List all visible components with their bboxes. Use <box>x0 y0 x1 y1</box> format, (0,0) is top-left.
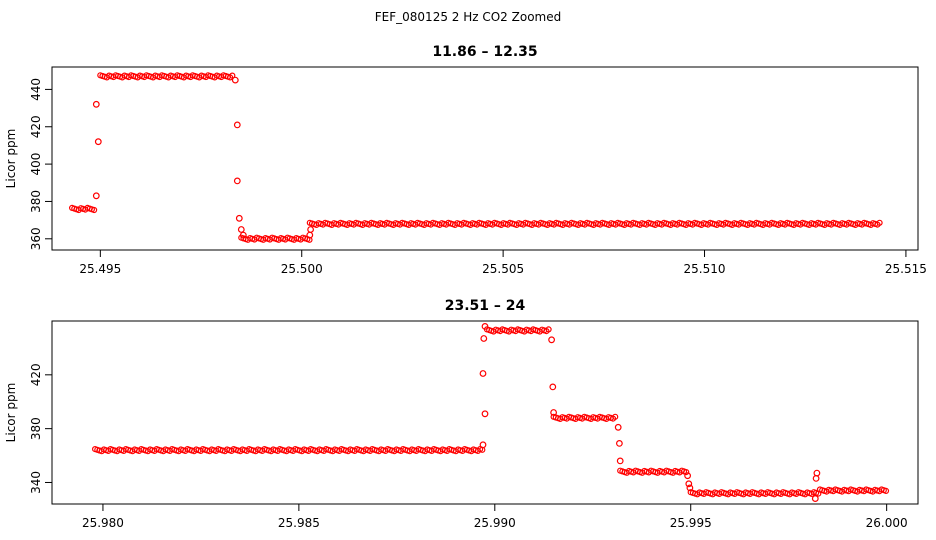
panel-1-x-tick-label: 25.515 <box>885 262 927 276</box>
panel-1-transition-point <box>239 231 247 239</box>
panel-2-data-point <box>545 326 552 333</box>
panel-2-transition-point <box>616 440 623 447</box>
panel-2-title: 23.51 – 24 <box>445 298 526 314</box>
panel-2-transition-point <box>811 495 819 503</box>
panel-1-transition-point <box>307 226 315 233</box>
panel-1-points <box>68 72 883 243</box>
panel-2-transition-point <box>616 457 624 465</box>
panel-2-transition-point <box>549 383 557 391</box>
panel-1-x-tick-label: 25.495 <box>79 262 121 276</box>
panel-1-transition-point <box>233 177 241 185</box>
panel-2-x-tick-label: 25.990 <box>474 516 516 530</box>
panel-2-transition-point <box>614 423 622 431</box>
panel-2-data-point <box>882 487 890 494</box>
panel-2-transition-point <box>684 472 691 480</box>
panel-2-transition-point <box>550 409 557 416</box>
panel-1-transition-point <box>92 192 100 200</box>
panel-2-x-tick-label: 26.000 <box>866 516 908 530</box>
panel-1: 11.86 – 12.35 Licor ppm 25.495 25.500 25.5… <box>4 44 927 276</box>
figure-title: FEF_080125 2 Hz CO2 Zoomed <box>375 10 561 24</box>
panel-2-transition-point <box>479 370 487 377</box>
panel-1-transition-point <box>235 214 243 222</box>
panel-1-x-tick-label: 25.505 <box>482 262 524 276</box>
panel-2: 23.51 – 24 Licor ppm 25.980 25.985 25.990 2… <box>4 298 919 530</box>
panel-1-y-tick-label: 380 <box>29 190 43 213</box>
panel-1-y-tick-label: 420 <box>29 115 43 138</box>
panel-2-x-tick-label: 25.995 <box>670 516 712 530</box>
panel-2-x-axis: 25.980 25.985 25.990 25.995 26.000 <box>82 503 908 530</box>
panel-1-y-axis: 360 380 400 420 440 <box>29 78 53 250</box>
panel-2-transition-point <box>685 480 693 488</box>
panel-2-y-tick-label: 340 <box>29 471 43 494</box>
panel-1-x-tick-label: 25.500 <box>281 262 323 276</box>
panel-1-title: 11.86 – 12.35 <box>432 44 537 60</box>
panel-2-transition-point <box>481 410 489 418</box>
panel-2-points <box>91 323 890 503</box>
panel-2-transition-point <box>480 335 488 342</box>
panel-1-y-tick-label: 400 <box>29 153 43 176</box>
panel-2-y-axis-label: Licor ppm <box>4 383 18 443</box>
panel-1-x-axis: 25.495 25.500 25.505 25.510 25.515 <box>79 249 927 276</box>
panel-1-transition-point <box>92 100 100 108</box>
panel-1-y-axis-label: Licor ppm <box>4 129 18 189</box>
panel-2-y-axis: 340 380 420 <box>29 363 53 494</box>
panel-2-data-point <box>612 413 619 420</box>
panel-1-transition-point <box>231 76 239 84</box>
panel-1-data-point <box>229 72 236 79</box>
panel-1-data-point <box>876 219 883 226</box>
panel-1-transition-point <box>94 138 102 146</box>
panel-1-y-tick-label: 360 <box>29 227 43 250</box>
panel-2-transition-point <box>686 484 694 492</box>
panel-2-transition-point <box>812 475 820 482</box>
panel-2-y-tick-label: 420 <box>29 363 43 386</box>
panel-2-plot-box <box>51 320 919 505</box>
panel-2-y-tick-label: 380 <box>29 417 43 440</box>
panel-2-transition-point <box>813 469 821 477</box>
panel-1-y-tick-label: 440 <box>29 78 43 101</box>
panel-1-transition-point <box>237 226 245 233</box>
panel-2-transition-point <box>479 441 487 449</box>
panel-2-x-tick-label: 25.985 <box>278 516 320 530</box>
panel-2-transition-point <box>481 323 489 330</box>
panel-1-data-point <box>90 206 98 214</box>
panel-2-data-point <box>683 469 690 476</box>
panel-1-x-tick-label: 25.510 <box>684 262 726 276</box>
panel-1-transition-point <box>233 121 241 129</box>
panel-2-transition-point <box>548 336 555 344</box>
panel-2-x-tick-label: 25.980 <box>82 516 124 530</box>
